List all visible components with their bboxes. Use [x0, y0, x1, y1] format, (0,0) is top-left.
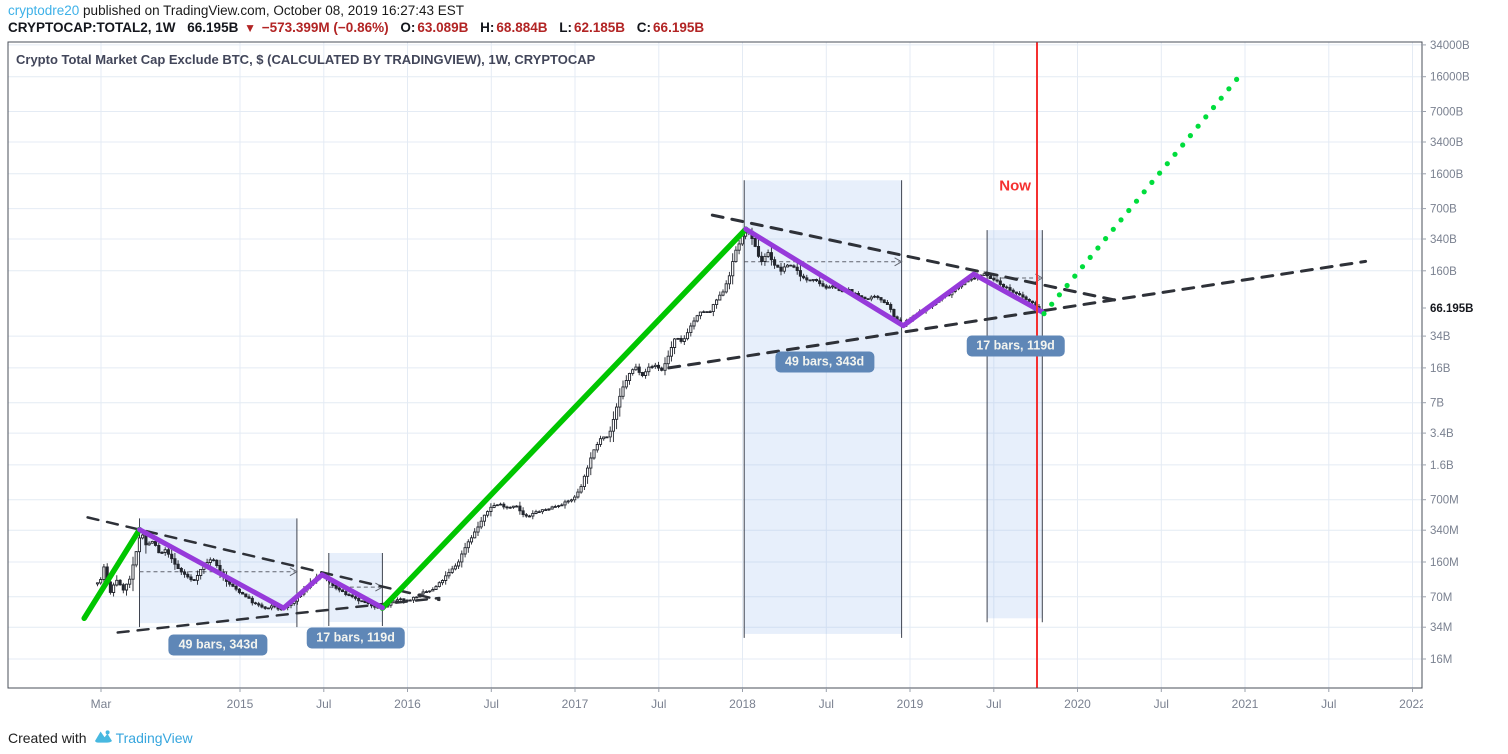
price-tick-label: 700B	[1430, 204, 1457, 216]
time-tick-label: Jul	[1321, 697, 1336, 711]
price-tick-label: 7000B	[1430, 107, 1464, 119]
time-tick-label: Jul	[819, 697, 834, 711]
price-change: −573.399M (−0.86%)	[261, 20, 389, 35]
price-tick-label: 7B	[1430, 398, 1444, 410]
correction-zigzag-2018-2019[interactable]	[743, 226, 1045, 329]
time-tick-label: 2016	[394, 697, 421, 711]
close-value: 66.195B	[653, 20, 705, 35]
time-tick-label: 2015	[227, 697, 254, 711]
time-tick-label: 2020	[1064, 697, 1091, 711]
price-tick-label: 34B	[1430, 331, 1451, 343]
username[interactable]: cryptodre20	[8, 3, 80, 18]
last-price: 66.195B	[187, 20, 239, 35]
price-tick-label: 34000B	[1430, 40, 1470, 52]
time-tick-label: Jul	[1154, 697, 1169, 711]
time-tick-label: 2018	[729, 697, 756, 711]
close-label: C:	[636, 20, 652, 35]
price-tick-label: 700M	[1430, 495, 1459, 507]
price-tick-label: 160M	[1430, 557, 1459, 569]
price-tick-label: 340M	[1430, 525, 1459, 537]
high-label: H:	[480, 20, 495, 35]
duration-badge[interactable]: 49 bars, 343d	[168, 634, 268, 656]
time-tick-label: Jul	[316, 697, 331, 711]
impulse-line-2014[interactable]	[81, 526, 143, 622]
created-with-text: Created with	[8, 729, 87, 746]
time-tick-label: 2022	[1399, 697, 1426, 711]
price-tick-label: 1600B	[1430, 169, 1464, 181]
symbol-ohlc-bar: CRYPTOCAP:TOTAL2, 1W 66.195B ▼ −573.399M…	[8, 20, 706, 35]
duration-badge[interactable]: 17 bars, 119d	[966, 335, 1065, 357]
range-box[interactable]	[328, 553, 383, 626]
triangle-support-right[interactable]	[667, 259, 1368, 370]
price-tick-label: 3400B	[1430, 137, 1464, 149]
impulse-line-2016-2018[interactable]	[379, 226, 749, 611]
range-arrow[interactable]	[744, 257, 903, 267]
time-tick-label: Jul	[651, 697, 666, 711]
triangle-resistance-right[interactable]	[710, 213, 1116, 302]
time-tick-label: 2021	[1232, 697, 1259, 711]
duration-badge[interactable]: 17 bars, 119d	[306, 627, 405, 649]
publish-text: published on TradingView.com, October 08…	[79, 3, 465, 18]
price-axis[interactable]: 34000B 16000B 7000B 3400B 1600B 700B 340B 160B 6…	[1422, 40, 1473, 666]
now-label[interactable]: Now	[999, 177, 1031, 195]
chart-frame	[7, 41, 1423, 689]
gridlines	[8, 42, 1422, 688]
duration-badge[interactable]: 49 bars, 343d	[774, 351, 875, 373]
time-axis[interactable]: Mar 2015 Jul 2016 Jul 2017 Jul 2018 Jul 2019 Jul 20…	[91, 688, 1427, 711]
projection-dotted-line[interactable]	[1041, 76, 1240, 317]
price-tick-label: 1.6B	[1430, 460, 1454, 472]
time-tick-label: 2019	[897, 697, 924, 711]
footer: Created with TradingView	[8, 729, 193, 746]
high-value: 68.884B	[496, 20, 548, 35]
price-tick-label: 3.4B	[1430, 428, 1454, 440]
open-label: O:	[400, 20, 416, 35]
time-tick-label: Jul	[986, 697, 1001, 711]
price-tick-label: 16B	[1430, 363, 1451, 375]
correction-zigzag-2014-2015[interactable]	[137, 527, 385, 611]
open-value: 63.089B	[417, 20, 469, 35]
time-tick-label: Mar	[91, 697, 112, 711]
time-tick-label: 2017	[562, 697, 589, 711]
price-tick-label: 16M	[1430, 654, 1452, 666]
tradingview-logo-icon[interactable]	[94, 729, 113, 746]
publish-info: cryptodre20 published on TradingView.com…	[8, 3, 464, 18]
price-tick-label: 34M	[1430, 622, 1452, 634]
tradingview-brand[interactable]: TradingView	[115, 729, 193, 746]
price-tick-label: 340B	[1430, 234, 1457, 246]
low-value: 62.185B	[573, 20, 626, 35]
down-triangle-icon: ▼	[244, 21, 256, 35]
current-price-label: 66.195B	[1430, 303, 1473, 315]
price-tick-label: 70M	[1430, 592, 1452, 604]
low-label: L:	[559, 20, 572, 35]
time-tick-label: Jul	[484, 697, 499, 711]
symbol-name[interactable]: CRYPTOCAP:TOTAL2, 1W	[8, 20, 176, 35]
price-tick-label: 16000B	[1430, 72, 1470, 84]
chart-title: Crypto Total Market Cap Exclude BTC, $ (…	[16, 52, 596, 67]
price-tick-label: 160B	[1430, 266, 1457, 278]
